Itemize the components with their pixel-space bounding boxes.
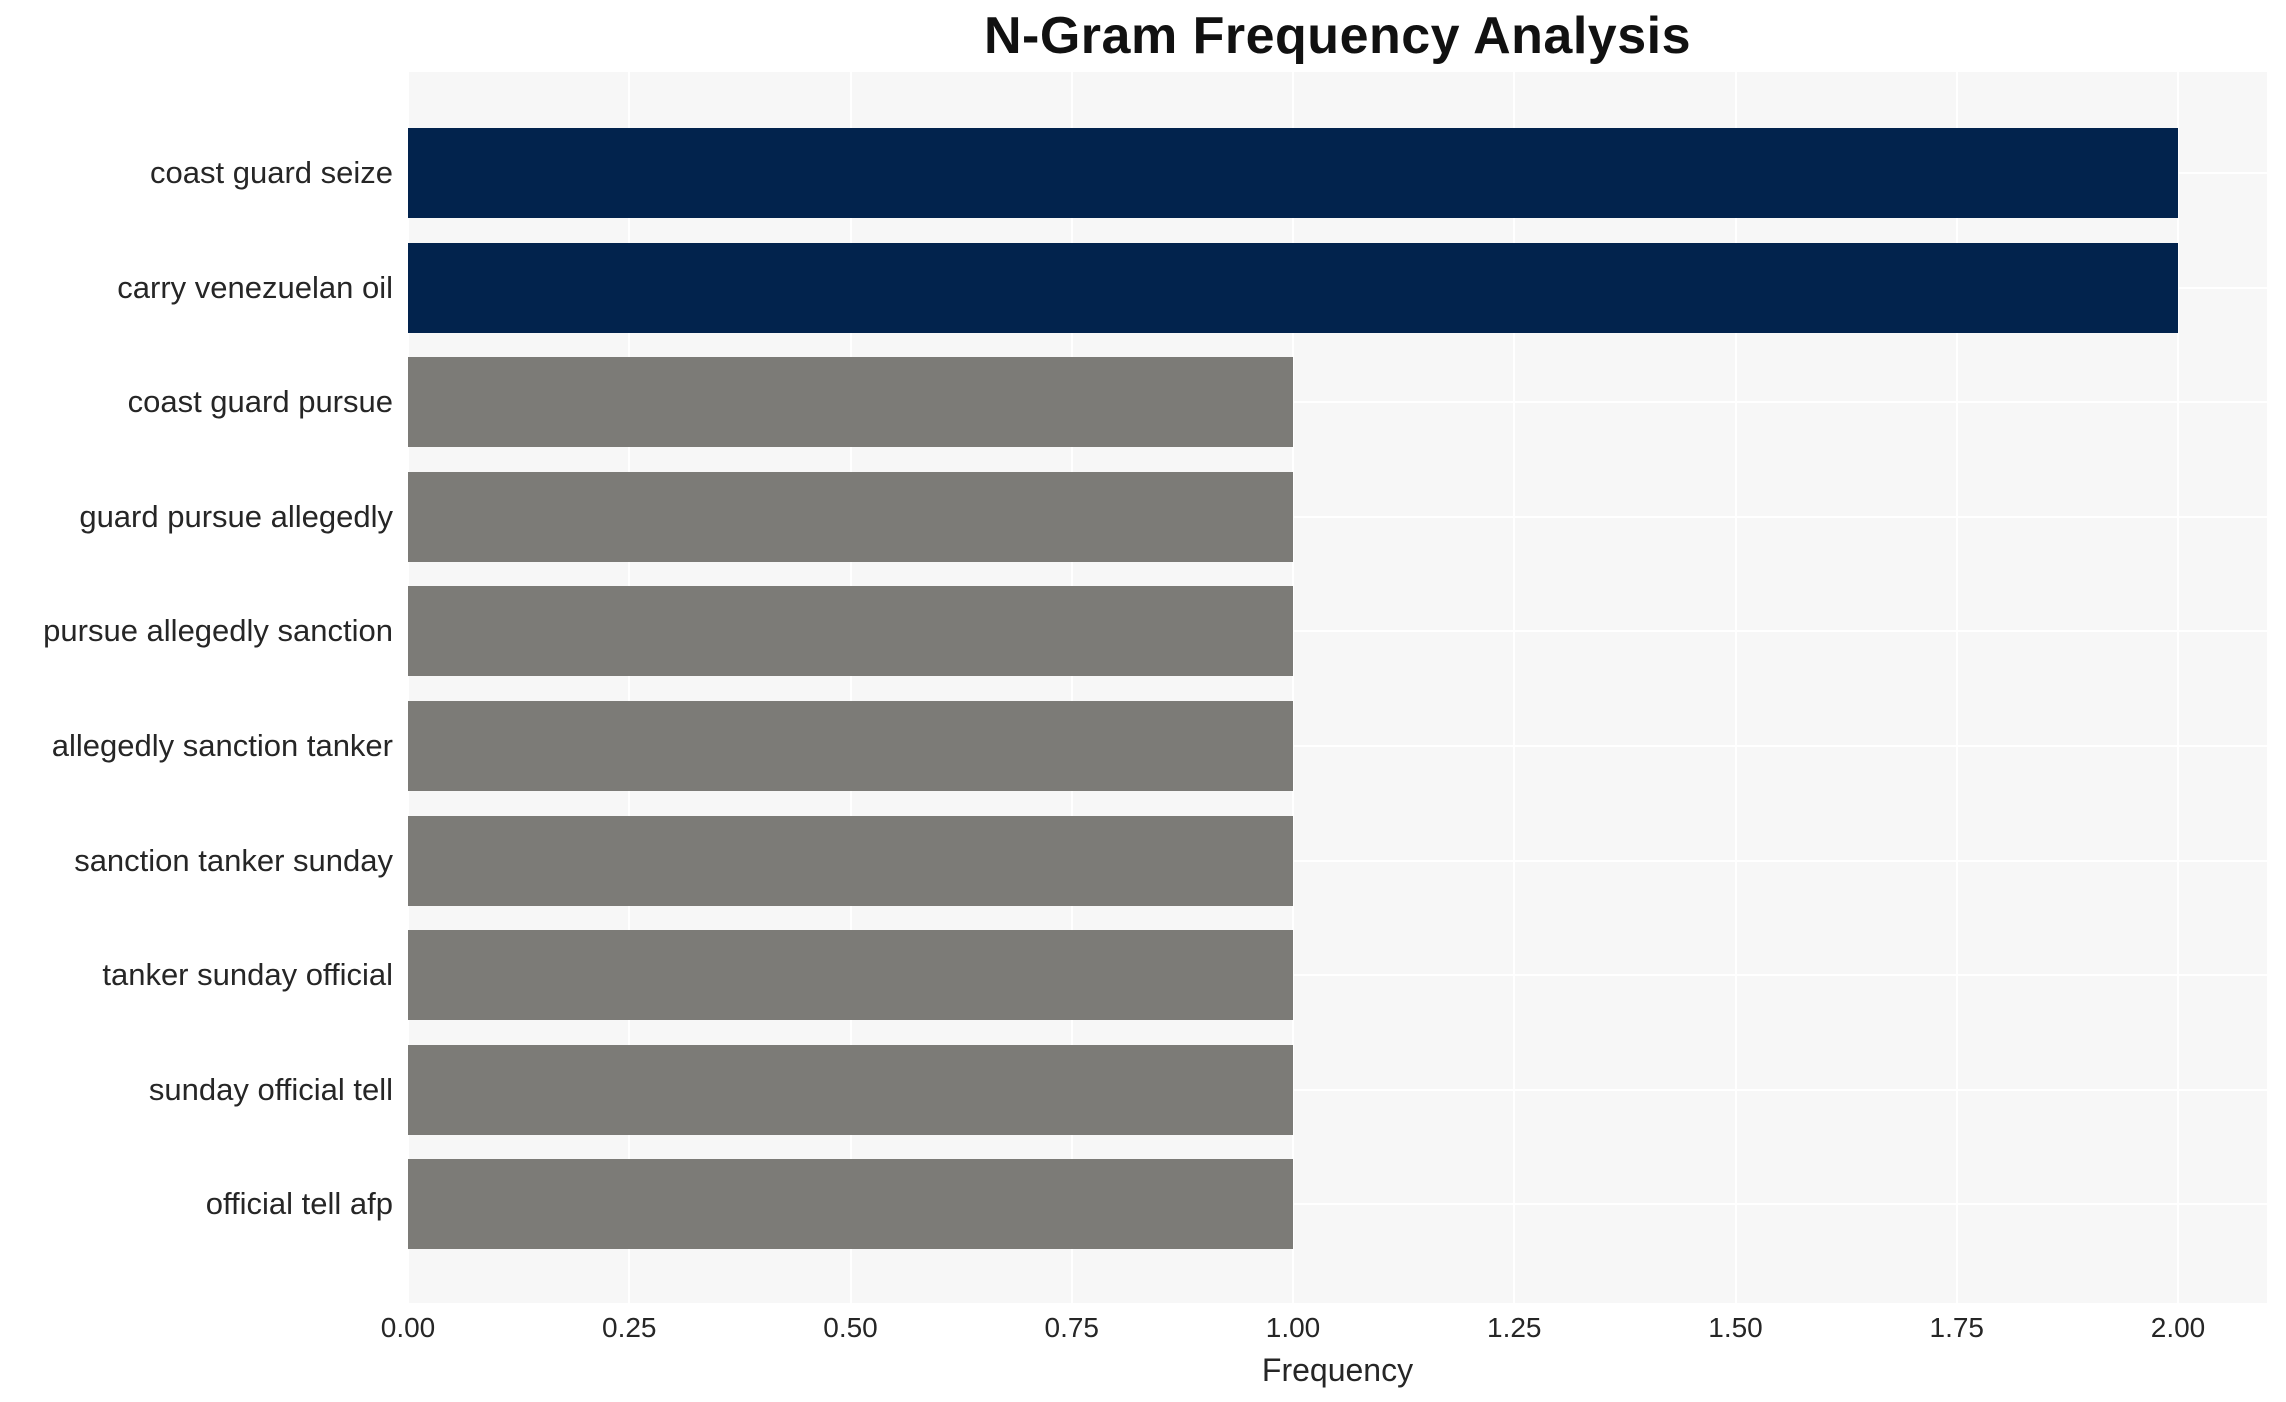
gridline-horizontal (408, 515, 2267, 518)
x-tick-label: 2.00 (2150, 1312, 2206, 1343)
gridline-vertical (1292, 72, 1294, 1303)
bar-guard-pursue-allegedly (408, 471, 1293, 562)
x-tick-label: 1.75 (1929, 1312, 1985, 1343)
gridline-vertical (1734, 72, 1737, 1303)
x-tick-label: 0.75 (1044, 1312, 1100, 1343)
y-tick-label: guard pursue allegedly (79, 498, 393, 534)
bar-sunday-official-tell (408, 1044, 1293, 1135)
gridline-horizontal (408, 974, 2267, 977)
plot-panel (407, 72, 2267, 1303)
gridline-vertical (1955, 72, 1958, 1303)
x-tick-label: 0.00 (380, 1312, 436, 1343)
y-tick-label: coast guard pursue (127, 384, 393, 420)
bar-coast-guard-seize (408, 128, 2178, 218)
x-tick-label: 1.25 (1487, 1312, 1542, 1343)
x-axis-label: Frequency (1261, 1352, 1414, 1388)
chart-title: N-Gram Frequency Analysis (983, 7, 1692, 65)
gridline-vertical (2177, 72, 2179, 1303)
y-tick-label: pursue allegedly sanction (43, 613, 393, 649)
gridline-horizontal (408, 1088, 2267, 1091)
y-tick-label: carry venezuelan oil (117, 269, 393, 305)
bar-carry-venezuelan-oil (408, 242, 2178, 333)
gridline-horizontal (408, 401, 2267, 404)
y-tick-label: tanker sunday official (102, 957, 393, 993)
x-tick-label: 0.25 (602, 1312, 657, 1343)
gridline-vertical (1513, 72, 1516, 1303)
y-tick-label: coast guard seize (150, 155, 393, 190)
bar-coast-guard-pursue (408, 357, 1293, 448)
gridline-horizontal (408, 1203, 2267, 1206)
gridline-vertical (1070, 72, 1073, 1303)
y-tick-label: official tell afp (205, 1186, 393, 1222)
gridline-vertical (407, 72, 409, 1303)
gridline-horizontal (408, 745, 2267, 747)
bar-tanker-sunday-official (408, 930, 1293, 1021)
bar-official-tell-afp (408, 1159, 1293, 1250)
x-tick-label: 1.00 (1265, 1312, 1321, 1343)
gridline-horizontal (408, 630, 2267, 633)
bar-sanction-tanker-sunday (408, 815, 1293, 906)
gridline-vertical (849, 72, 852, 1303)
gridline-vertical (628, 72, 631, 1303)
y-axis-labels: coast guard seize carry venezuelan oil coa… (0, 0, 393, 1402)
y-tick-label: sunday official tell (148, 1071, 393, 1107)
bar-allegedly-sanction-tanker (408, 701, 1293, 791)
bar-pursue-allegedly-sanction (408, 586, 1293, 677)
gridline-horizontal (408, 859, 2267, 862)
y-tick-label: allegedly sanction tanker (51, 728, 393, 763)
y-tick-label: sanction tanker sunday (74, 842, 393, 878)
x-tick-label: 0.50 (823, 1312, 878, 1343)
x-tick-label: 1.50 (1708, 1312, 1763, 1343)
